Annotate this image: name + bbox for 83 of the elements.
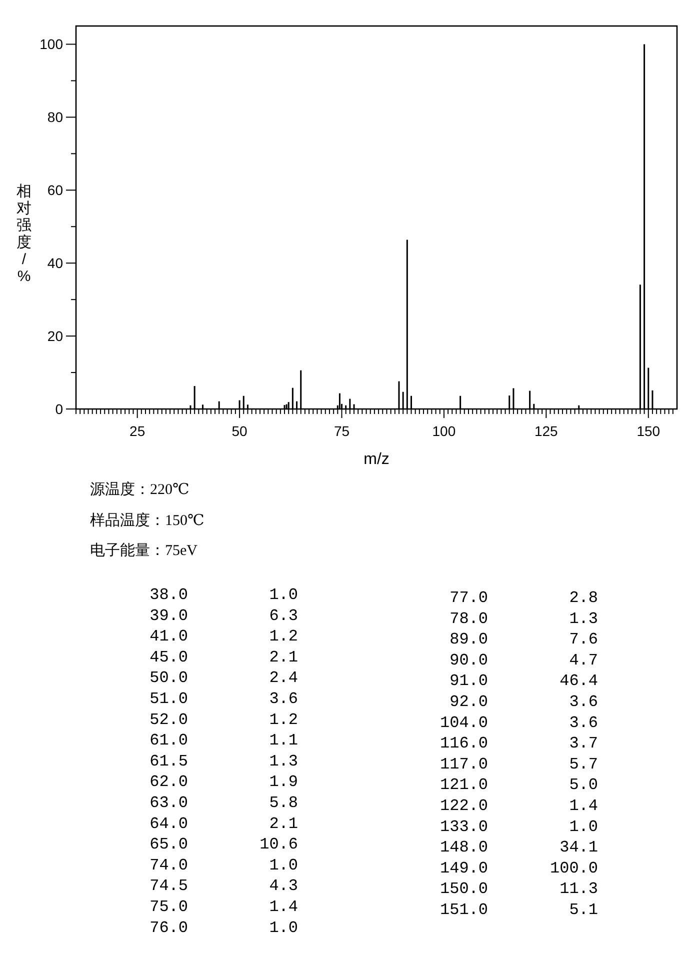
text: 4.7: [569, 651, 598, 670]
text: 3.7: [569, 734, 598, 753]
text: 77.0: [450, 589, 488, 607]
text: 5.0: [569, 776, 598, 794]
y-tick-label: 80: [47, 109, 64, 126]
y-tick-label: 40: [47, 255, 64, 272]
x-tick-label: 75: [334, 423, 350, 439]
text: 样品温度：150℃: [90, 512, 204, 529]
text: 2.4: [269, 669, 298, 688]
text: 64.0: [150, 814, 188, 833]
text: 89.0: [450, 630, 488, 649]
text: 1.0: [269, 856, 298, 874]
text: 52.0: [150, 710, 188, 729]
text: 5.7: [569, 755, 598, 774]
x-tick-label: 125: [534, 423, 558, 439]
text: 74.0: [150, 856, 188, 874]
text: 76.0: [150, 918, 188, 937]
text: 1.9: [269, 773, 298, 792]
text: 92.0: [450, 693, 488, 711]
text: 6.3: [269, 606, 298, 625]
text: 39.0: [150, 606, 188, 625]
y-axis-title: 相对强度/%: [16, 183, 32, 285]
text: 2.1: [269, 814, 298, 833]
text: 34.1: [560, 838, 598, 857]
text: 2.8: [569, 589, 598, 607]
text: 1.2: [269, 628, 298, 646]
text: 38.0: [150, 586, 188, 604]
text: 1.4: [269, 898, 298, 916]
text: 117.0: [440, 755, 488, 774]
text: 148.0: [440, 838, 488, 857]
text: 61.5: [150, 752, 188, 770]
text: 1.0: [569, 818, 598, 836]
text: 100.0: [550, 859, 598, 878]
text: 45.0: [150, 648, 188, 666]
x-tick-label: 150: [636, 423, 660, 439]
x-axis-title: m/z: [364, 451, 390, 468]
text: 5.1: [569, 901, 598, 919]
text: 121.0: [440, 776, 488, 794]
text: 1.0: [269, 586, 298, 604]
text: 3.6: [269, 690, 298, 708]
text: 5.8: [269, 794, 298, 812]
text: 1.3: [269, 752, 298, 770]
text: 151.0: [440, 901, 488, 919]
text: 133.0: [440, 818, 488, 836]
text: 149.0: [440, 859, 488, 878]
text: 11.3: [560, 880, 598, 898]
text: 61.0: [150, 732, 188, 750]
text: 1.1: [269, 732, 298, 750]
text: 源温度：220℃: [90, 481, 190, 498]
text: 2.1: [269, 648, 298, 666]
text: 62.0: [150, 773, 188, 792]
text: 电子能量：75eV: [90, 542, 198, 559]
text: 41.0: [150, 628, 188, 646]
text: 7.6: [569, 630, 598, 649]
text: 1.2: [269, 710, 298, 729]
y-tick-label: 100: [40, 36, 64, 52]
text: 116.0: [440, 734, 488, 753]
x-tick-label: 25: [130, 423, 146, 439]
text: 3.6: [569, 714, 598, 732]
text: 65.0: [150, 836, 188, 854]
x-tick-label: 50: [232, 423, 248, 439]
y-tick-label: 0: [55, 401, 64, 417]
text: 150.0: [440, 880, 488, 898]
text: 1.3: [569, 610, 598, 628]
text: 3.6: [569, 693, 598, 711]
text: 1.0: [269, 918, 298, 937]
text: 75.0: [150, 898, 188, 916]
text: 50.0: [150, 669, 188, 688]
y-tick-label: 20: [47, 328, 64, 344]
text: 78.0: [450, 610, 488, 628]
y-tick-label: 60: [47, 182, 64, 198]
text: 4.3: [269, 877, 298, 896]
text: 104.0: [440, 714, 488, 732]
text: 74.5: [150, 877, 188, 896]
text: 122.0: [440, 797, 488, 815]
text: 63.0: [150, 794, 188, 812]
text: 46.4: [560, 672, 598, 690]
text: 51.0: [150, 690, 188, 708]
text: 10.6: [260, 836, 298, 854]
x-tick-label: 100: [432, 423, 456, 439]
text: 90.0: [450, 651, 488, 670]
text: 1.4: [569, 797, 598, 815]
text: 91.0: [450, 672, 488, 690]
